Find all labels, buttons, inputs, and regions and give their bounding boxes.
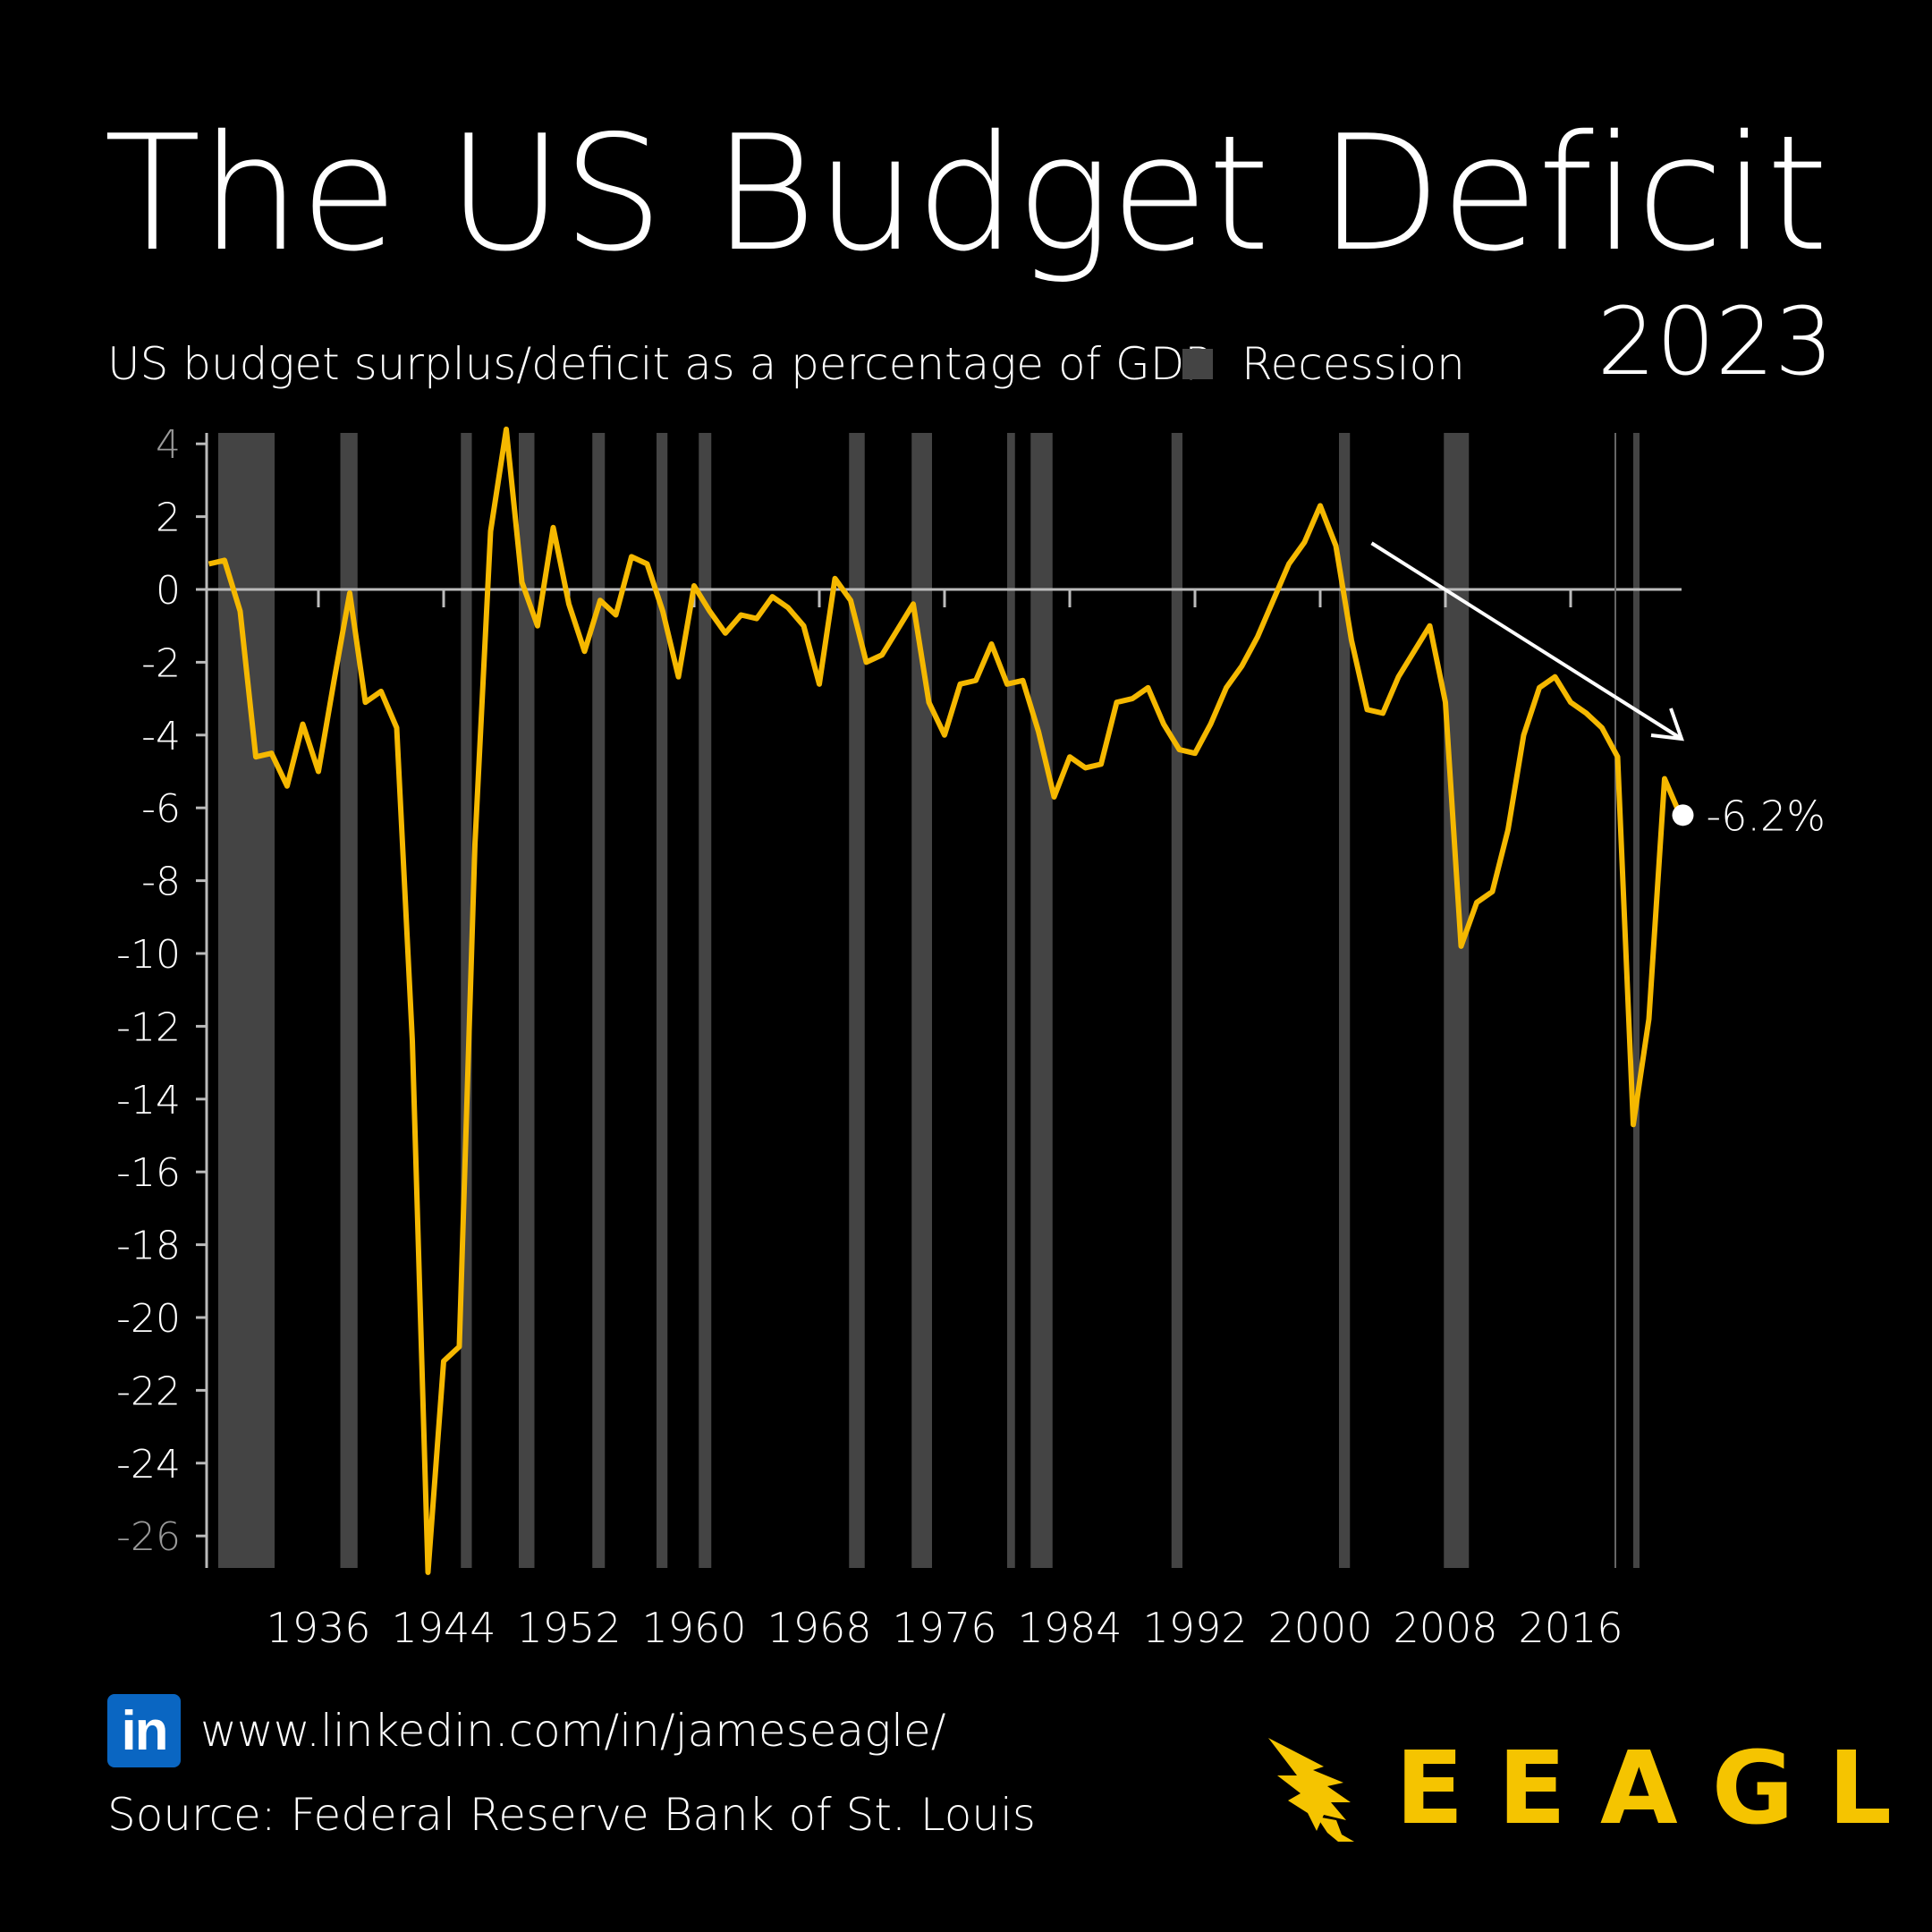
linkedin-icon: in <box>107 1694 181 1767</box>
recession-legend-swatch <box>1182 349 1213 379</box>
linkedin-url[interactable]: www.linkedin.com/in/jameseagle/ <box>200 1705 946 1757</box>
x-tick-label: 2008 <box>1393 1604 1497 1652</box>
y-tick-label: -18 <box>116 1224 181 1269</box>
recession-bar-3 <box>519 433 535 1568</box>
y-tick-label: -14 <box>116 1078 181 1123</box>
recession-bar-13 <box>1444 433 1470 1568</box>
eagle-icon <box>1268 1738 1354 1842</box>
recession-bar-12 <box>1339 433 1351 1568</box>
y-tick-label: -10 <box>116 932 181 978</box>
x-tick-label: 2000 <box>1267 1604 1372 1652</box>
y-tick-label: -2 <box>141 640 181 686</box>
x-tick-label: 1960 <box>641 1604 746 1652</box>
recession-bar-8 <box>911 433 932 1568</box>
y-tick-label: 2 <box>156 496 181 541</box>
recession-bar-0 <box>218 433 275 1568</box>
recession-bar-9 <box>1007 433 1015 1568</box>
x-tick-label: 1976 <box>892 1604 996 1652</box>
chart-year: 2023 <box>1597 287 1834 396</box>
source-note: Source: Federal Reserve Bank of St. Loui… <box>107 1789 1036 1841</box>
y-tick-label: -8 <box>141 860 181 905</box>
recession-bar-14 <box>1633 433 1640 1568</box>
recession-bar-7 <box>849 433 865 1568</box>
x-tick-label: 1936 <box>266 1604 370 1652</box>
recession-bar-4 <box>592 433 606 1568</box>
y-tick-label: -22 <box>116 1368 181 1414</box>
y-tick-label: -16 <box>116 1150 181 1196</box>
y-tick-label: -4 <box>141 714 181 759</box>
recession-bar-6 <box>699 433 712 1568</box>
trend-arrow <box>1370 541 1683 741</box>
x-tick-label: 1952 <box>516 1604 621 1652</box>
x-tick-label: 1944 <box>391 1604 496 1652</box>
brand-name: EEAGLI <box>1395 1731 1932 1847</box>
recession-legend-label: Recession <box>1241 338 1465 390</box>
recession-bar-10 <box>1030 433 1053 1568</box>
linkedin-link[interactable]: in www.linkedin.com/in/jameseagle/ <box>107 1694 946 1767</box>
x-tick-label: 1968 <box>767 1604 871 1652</box>
chart-subtitle: US budget surplus/deficit as a percentag… <box>107 338 1212 390</box>
brand-logo: EEAGLI <box>1261 1731 1932 1847</box>
y-tick-label: -26 <box>116 1514 181 1560</box>
y-tick-label: -12 <box>116 1004 181 1050</box>
last-value-marker <box>1672 804 1694 826</box>
deficit-line <box>208 426 1683 1575</box>
recession-bar-11 <box>1171 433 1182 1568</box>
x-tick-label: 1984 <box>1017 1604 1122 1652</box>
page-title: The US Budget Deficit <box>104 101 1828 286</box>
recession-bar-1 <box>340 433 358 1568</box>
y-tick-label: 0 <box>156 568 181 614</box>
x-tick-label: 2016 <box>1518 1604 1623 1652</box>
legend: Recession <box>1182 338 1465 390</box>
recession-bar-5 <box>657 433 668 1568</box>
y-tick-label: 4 <box>156 422 181 468</box>
y-tick-label: -6 <box>141 786 181 832</box>
x-tick-label: 1992 <box>1142 1604 1247 1652</box>
y-tick-label: -20 <box>116 1296 181 1342</box>
trend-arrow-head <box>1650 708 1684 741</box>
last-value-label: -6.2% <box>1707 792 1826 840</box>
y-tick-label: -24 <box>116 1442 181 1487</box>
